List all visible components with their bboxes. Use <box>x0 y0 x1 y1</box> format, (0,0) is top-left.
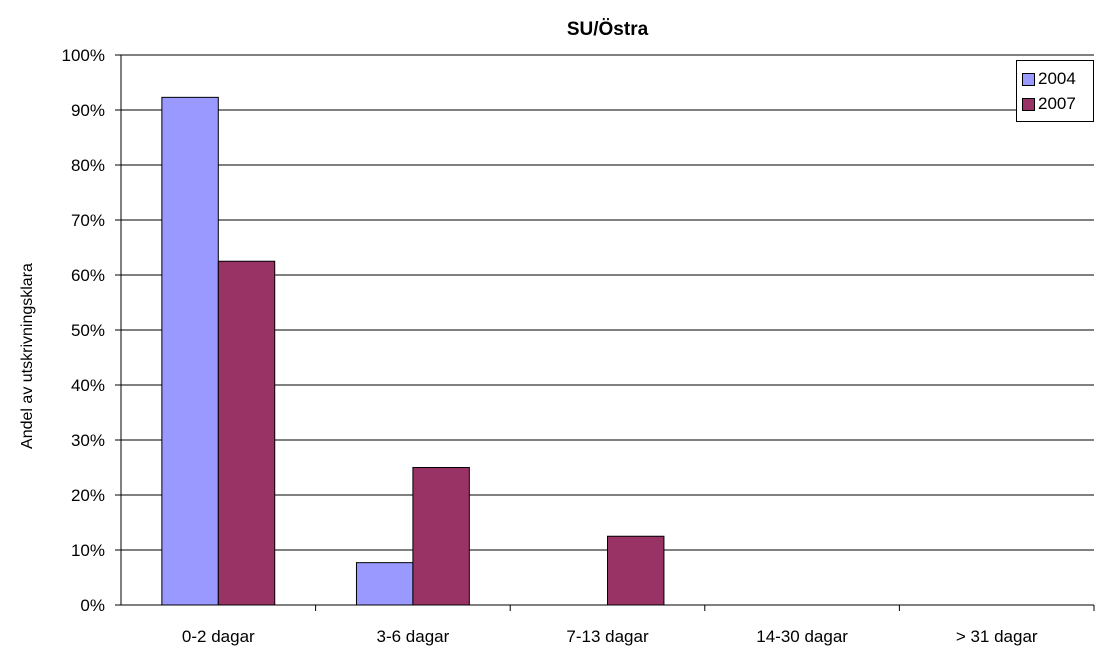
y-tick-label: 70% <box>71 211 105 230</box>
bar-2004-0 <box>161 96 219 606</box>
y-tick-label: 30% <box>71 431 105 450</box>
legend-label-2004: 2004 <box>1038 69 1076 88</box>
y-tick-label: 20% <box>71 486 105 505</box>
x-tick-label: 7-13 dagar <box>566 627 649 646</box>
y-tick-label: 100% <box>62 46 105 65</box>
legend-swatch-2004 <box>1022 72 1035 86</box>
x-tick-label: 0-2 dagar <box>182 627 255 646</box>
legend-item-2004: 2004 <box>1022 69 1076 89</box>
chart-title: SU/Östra <box>566 19 649 40</box>
y-tick-label: 0% <box>80 596 105 615</box>
y-tick-label: 80% <box>71 156 105 175</box>
x-tick-label: > 31 dagar <box>956 627 1038 646</box>
legend: 2004 2007 <box>1016 60 1094 122</box>
y-tick-label: 90% <box>71 101 105 120</box>
legend-label-2007: 2007 <box>1038 94 1076 113</box>
bar-2004-1 <box>355 562 414 606</box>
bar-2007-0 <box>217 260 276 606</box>
y-tick-label: 50% <box>71 321 105 340</box>
bar-2007-2 <box>607 535 665 606</box>
legend-item-2007: 2007 <box>1022 94 1076 114</box>
y-tick-label: 60% <box>71 266 105 285</box>
legend-swatch-2007 <box>1022 97 1035 111</box>
y-tick-label: 40% <box>71 376 105 395</box>
y-tick-label: 10% <box>71 541 105 560</box>
bar-2007-1 <box>412 467 470 606</box>
x-tick-label: 14-30 dagar <box>756 627 848 646</box>
x-tick-label: 3-6 dagar <box>377 627 450 646</box>
